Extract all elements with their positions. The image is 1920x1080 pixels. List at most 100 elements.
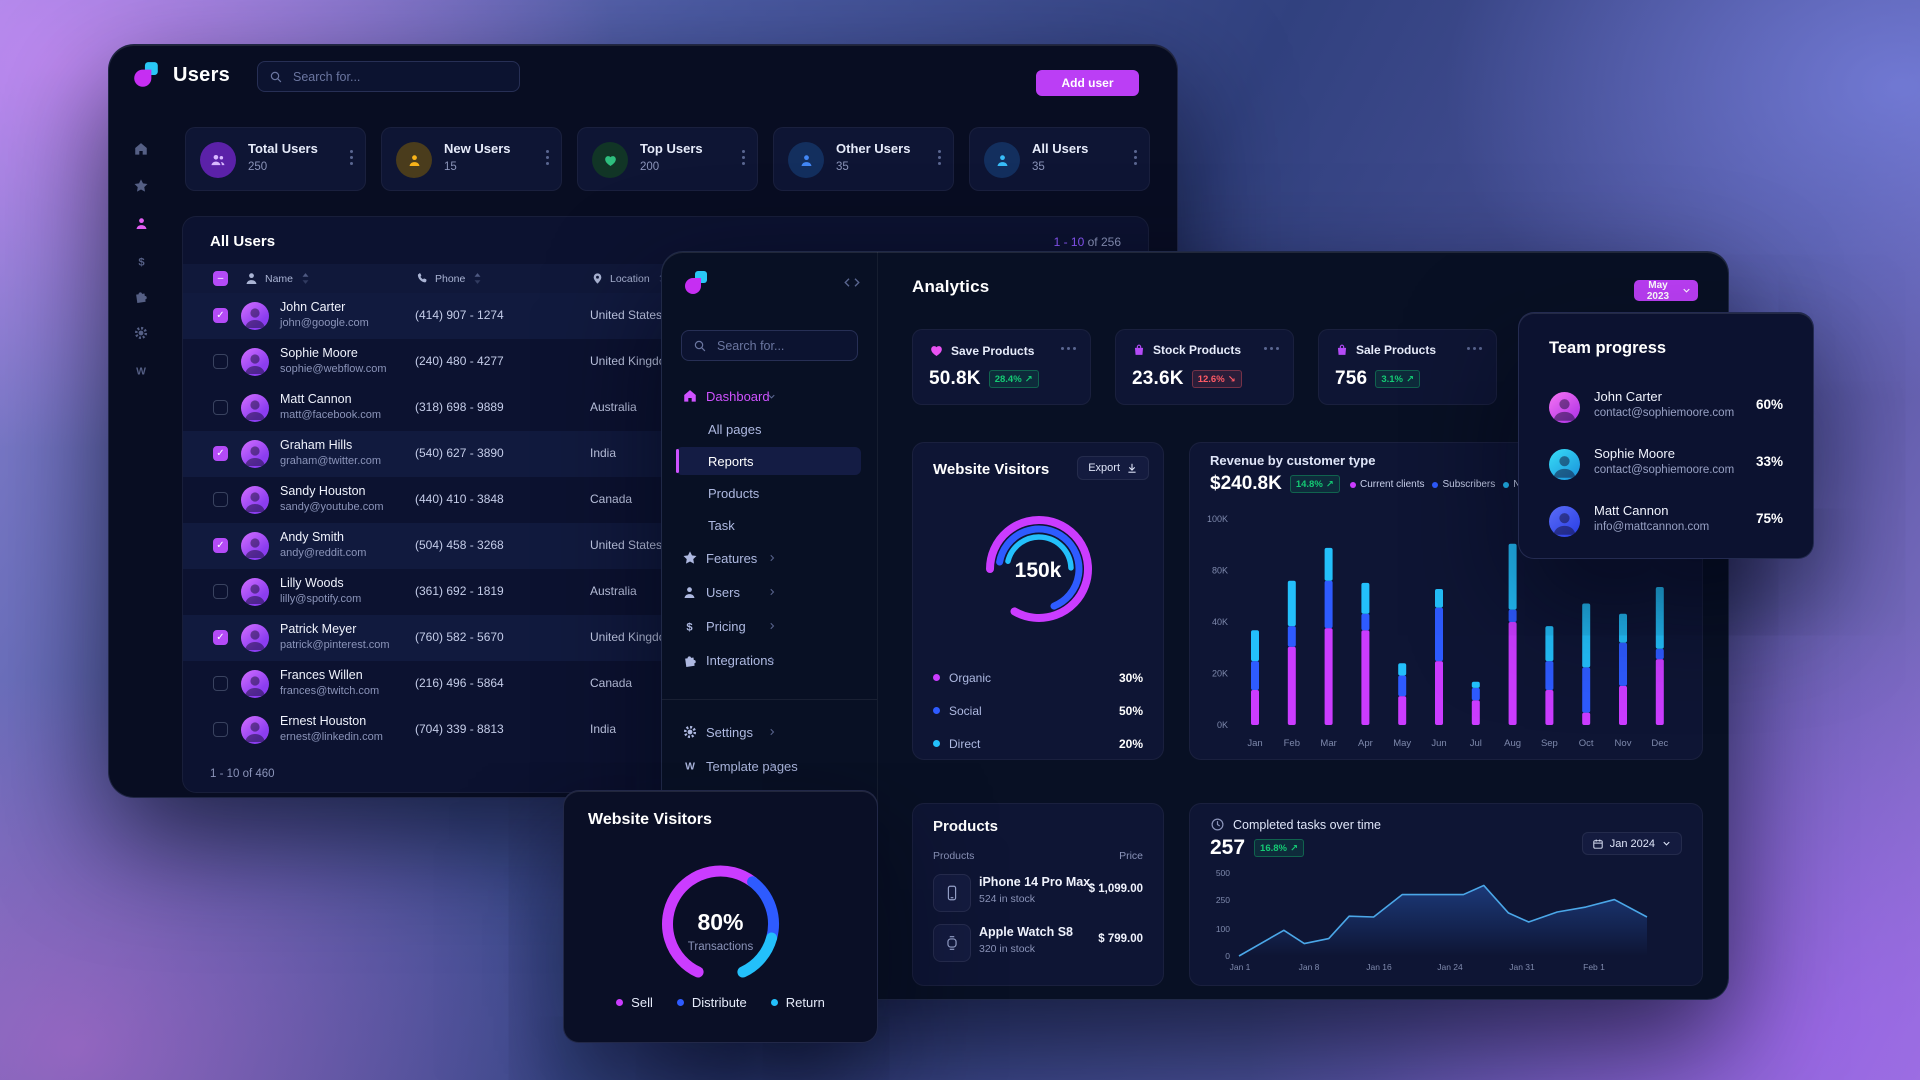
more-menu-icon[interactable] [742,150,745,165]
sidebar-item-w[interactable]: W [127,357,155,385]
sidebar-item-template-pages[interactable]: W Template pages [662,749,877,783]
sidebar-item-features[interactable]: Features [662,541,877,575]
product-list-item[interactable]: iPhone 14 Pro Max 524 in stock $ 1,099.00 [913,868,1163,918]
table-row[interactable]: Ernest Houston ernest@linkedin.com (704) 3… [183,707,1148,753]
avatar [241,440,269,468]
stat-card-save-products[interactable]: Save Products 50.8K 28.4% ↗ [912,329,1091,405]
stat-card-value: 200 [640,161,660,173]
collapse-sidebar-icon[interactable] [843,277,861,288]
stat-card-value: 250 [248,161,268,173]
search-box[interactable] [257,61,520,92]
card-title: Website Visitors [933,461,1050,478]
svg-text:Jan 31: Jan 31 [1509,962,1535,972]
sidebar-search-input[interactable] [715,337,880,354]
add-user-button[interactable]: Add user [1036,70,1139,96]
user-phone: (540) 627 - 3890 [415,446,504,460]
row-checkbox[interactable] [213,354,228,369]
stat-card-stock-products[interactable]: Stock Products 23.6K 12.6% ↘ [1115,329,1294,405]
more-menu-icon[interactable] [1134,150,1137,165]
sidebar-item-pricing[interactable]: $ Pricing [662,609,877,643]
sidebar-item-users[interactable]: Users [662,575,877,609]
svg-text:20K: 20K [1212,669,1228,679]
legend-dot [676,999,684,1006]
more-menu-icon[interactable] [1061,347,1076,350]
table-row[interactable]: Matt Cannon matt@facebook.com (318) 698 - … [183,385,1148,431]
sidebar-item-products[interactable]: Products [662,477,877,509]
row-checkbox[interactable]: ✓ [213,538,228,553]
brand-logo-icon[interactable] [131,60,161,90]
user-location: Australia [590,584,637,598]
stat-card-other-users[interactable]: Other Users 35 [773,127,954,191]
export-button[interactable]: Export [1077,456,1149,480]
period-selector-button[interactable]: May 2023 [1634,280,1698,302]
table-row[interactable]: Frances Willen frances@twitch.com (216) 49… [183,661,1148,707]
member-percent: 33% [1755,454,1783,469]
pin-icon [591,272,604,285]
more-menu-icon[interactable] [350,150,353,165]
sidebar-item-all-pages[interactable]: All pages [662,413,877,445]
row-checkbox[interactable]: ✓ [213,308,228,323]
avatar [241,716,269,744]
sidebar-item-gear[interactable] [127,319,155,347]
sidebar-item-integrations[interactable]: Integrations [662,643,877,677]
sort-icon[interactable] [473,272,482,285]
team-member-row[interactable]: Matt Cannon info@mattcannon.com 75% [1519,493,1813,550]
stat-card-top-users[interactable]: Top Users 200 [577,127,758,191]
sidebar-item-home[interactable] [127,135,155,163]
stat-card-all-users[interactable]: All Users 35 [969,127,1150,191]
donut-center-value: 150k [1014,559,1062,582]
user-email: frances@twitch.com [280,685,380,697]
stat-card-sale-products[interactable]: Sale Products 756 3.1% ↗ [1318,329,1497,405]
search-input[interactable] [291,68,508,85]
table-row[interactable]: Sandy Houston sandy@youtube.com (440) 410 … [183,477,1148,523]
row-checkbox[interactable] [213,584,228,599]
user-icon [682,585,697,600]
phone-product-icon [933,874,971,912]
row-checkbox[interactable]: ✓ [213,630,228,645]
sidebar-item-star[interactable] [127,172,155,200]
row-checkbox[interactable] [213,492,228,507]
column-header-name[interactable]: Name [244,264,310,293]
change-badge: 16.8% ↗ [1254,839,1304,857]
sidebar-item-task[interactable]: Task [662,509,877,541]
row-checkbox[interactable] [213,676,228,691]
user-icon [984,142,1020,178]
bag-icon [1335,343,1349,357]
sidebar-item-dollar[interactable]: $ [127,247,155,275]
visitors-donut-chart [986,516,1092,622]
more-menu-icon[interactable] [1264,347,1279,350]
column-header-location[interactable]: Location [591,264,667,293]
stat-card-total-users[interactable]: Total Users 250 [185,127,366,191]
row-checkbox[interactable] [213,400,228,415]
more-menu-icon[interactable] [546,150,549,165]
team-member-row[interactable]: Sophie Moore contact@sophiemoore.com 33% [1519,436,1813,493]
sidebar-item-user[interactable] [127,209,155,237]
team-member-row[interactable]: John Carter contact@sophiemoore.com 60% [1519,379,1813,436]
puzzle-icon [682,652,698,668]
more-menu-icon[interactable] [938,150,941,165]
sidebar-item-dashboard[interactable]: Dashboard [662,379,877,413]
table-row[interactable]: Sophie Moore sophie@webflow.com (240) 480 … [183,339,1148,385]
brand-logo-icon[interactable] [682,269,710,297]
change-value: 3.1% [1381,373,1403,385]
legend-dot [933,674,940,681]
download-icon [1126,462,1138,474]
date-range-button[interactable]: Jan 2024 [1581,832,1682,855]
sidebar-item-label: Pricing [706,618,746,634]
table-row[interactable]: Lilly Woods lilly@spotify.com (361) 692 - … [183,569,1148,615]
products-list: iPhone 14 Pro Max 524 in stock $ 1,099.00 A… [913,868,1163,968]
row-checkbox[interactable] [213,722,228,737]
user-phone: (361) 692 - 1819 [415,584,504,598]
select-all-checkbox[interactable]: – [213,271,228,286]
sidebar-item-settings[interactable]: Settings [662,715,877,749]
row-checkbox[interactable]: ✓ [213,446,228,461]
column-header-phone[interactable]: Phone [416,264,482,293]
sidebar-item-reports[interactable]: Reports [662,445,877,477]
w-icon: W [682,758,698,774]
sidebar-item-puzzle[interactable] [127,282,155,310]
stat-card-new-users[interactable]: New Users 15 [381,127,562,191]
sort-icon[interactable] [301,272,310,285]
sidebar-search-box[interactable] [681,330,880,361]
product-list-item[interactable]: Apple Watch S8 320 in stock $ 799.00 [913,918,1163,968]
more-menu-icon[interactable] [1467,347,1482,350]
